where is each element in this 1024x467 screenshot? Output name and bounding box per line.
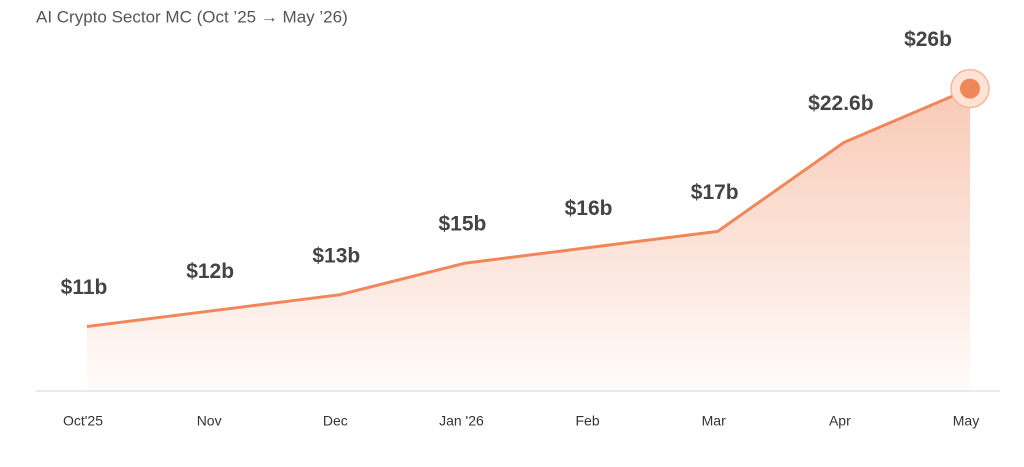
value-label: $26b — [904, 28, 952, 51]
value-label: $15b — [438, 213, 486, 236]
x-tick-label: Oct'25 — [63, 413, 103, 429]
value-label: $12b — [186, 260, 234, 283]
x-tick-label: May — [953, 413, 979, 429]
value-label: $16b — [565, 197, 613, 220]
x-tick-label: Jan '26 — [439, 413, 484, 429]
value-label: $13b — [312, 244, 360, 267]
marker — [960, 78, 980, 99]
chart-title: AI Crypto Sector MC (Oct ’25 → May ’26) — [36, 7, 348, 26]
x-tick-label: Dec — [323, 413, 348, 429]
x-tick-label: Apr — [829, 413, 851, 429]
x-tick-label: Mar — [702, 413, 726, 429]
area-fill — [87, 88, 970, 390]
x-tick-label: Feb — [576, 413, 600, 429]
value-label: $17b — [691, 181, 739, 204]
line — [86, 87, 971, 329]
x-tick-label: Nov — [197, 413, 222, 429]
value-label: $11b — [61, 276, 108, 299]
value-label: $22.6b — [808, 92, 873, 115]
